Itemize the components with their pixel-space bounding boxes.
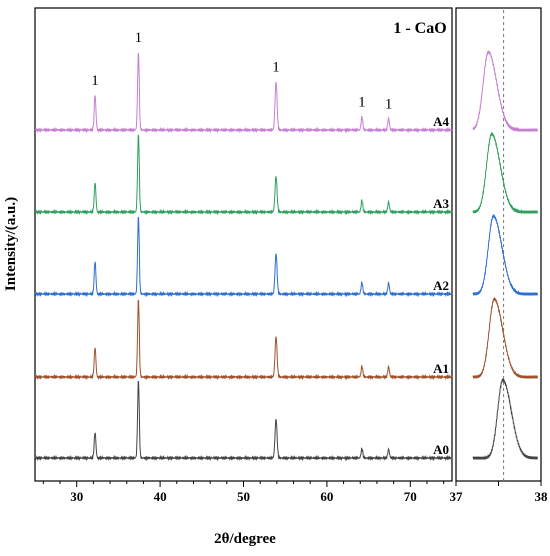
zoom-series-line-a2 xyxy=(472,213,539,296)
peak-marker: 1 xyxy=(358,95,366,111)
zoom-plot-frame xyxy=(455,7,542,482)
series-label-a2: A2 xyxy=(433,278,449,293)
x-tick-label: 30 xyxy=(70,489,83,504)
phase-legend-annotation: 1 - CaO xyxy=(393,20,446,37)
zoom-x-axis: 37 38 xyxy=(450,481,549,504)
series-label-a3: A3 xyxy=(433,196,449,211)
x-tick-label: 60 xyxy=(320,489,333,504)
main-x-axis: 30 40 50 60 70 xyxy=(42,481,445,504)
main-series-group: A4 A3 A2 A1 A0 1 1 1 1 1 xyxy=(34,30,453,462)
zoom-series-line-a3 xyxy=(472,131,539,214)
x-tick-label: 50 xyxy=(237,489,250,504)
zoom-x-tick-label: 37 xyxy=(450,489,464,504)
series-line-a0 xyxy=(34,380,453,462)
peak-marker: 1 xyxy=(91,73,99,89)
series-label-a1: A1 xyxy=(433,361,449,376)
series-line-a4 xyxy=(34,52,453,134)
peak-marker: 1 xyxy=(135,30,143,46)
zoom-series-group xyxy=(472,10,539,481)
y-axis-label: Intensity/(a.u.) xyxy=(3,197,19,291)
zoom-series-line-a0 xyxy=(472,377,539,460)
x-tick-label: 70 xyxy=(404,489,417,504)
series-label-a4: A4 xyxy=(433,114,449,129)
series-line-a2 xyxy=(34,216,453,298)
series-line-a1 xyxy=(34,299,453,381)
series-label-a0: A0 xyxy=(433,442,449,457)
series-line-a3 xyxy=(34,134,453,216)
peak-marker: 1 xyxy=(272,60,280,76)
peak-marker: 1 xyxy=(385,96,393,112)
x-axis-label: 2θ/degree xyxy=(214,531,276,547)
zoom-series-line-a1 xyxy=(472,297,539,379)
x-tick-label: 40 xyxy=(154,489,167,504)
zoom-series-line-a4 xyxy=(472,49,539,132)
zoom-x-tick-label: 38 xyxy=(535,489,549,504)
